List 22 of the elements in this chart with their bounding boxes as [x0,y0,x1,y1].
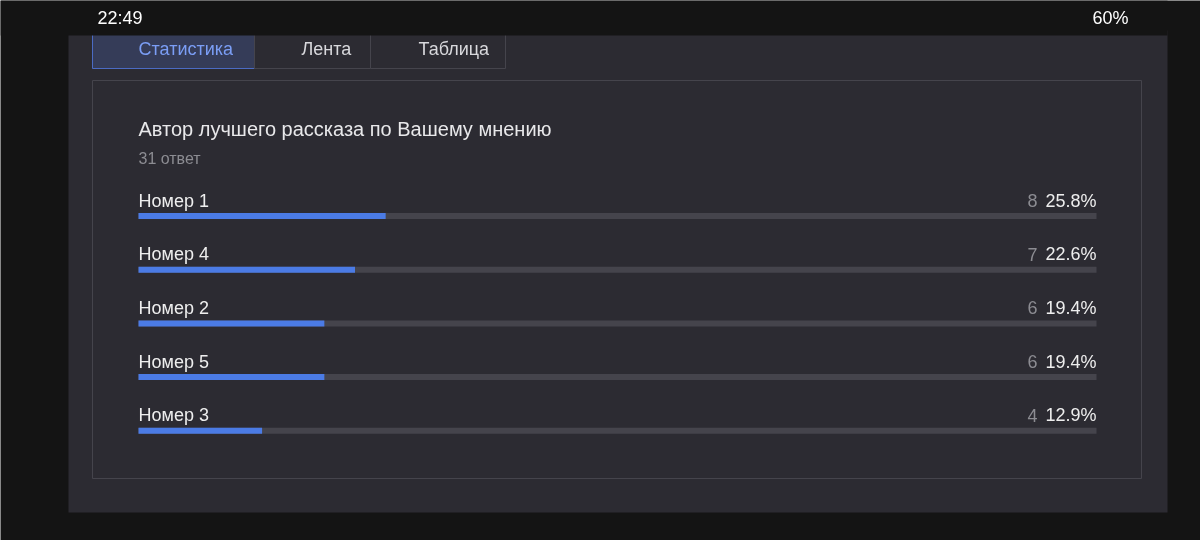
bar [138,213,386,219]
text: Таблица [418,38,491,59]
data-label: 8 25.8% [1027,190,1097,211]
bar [138,266,356,273]
data-label: 6 19.4% [1027,297,1097,319]
bar [138,374,325,381]
bar [138,320,325,327]
text: Лента [301,38,353,59]
y-tick-label: Номер 2 [138,297,209,318]
text: 60% [1092,7,1129,28]
chart-subtitle: 31 ответ [138,150,202,167]
data-label: 6 19.4% [1027,351,1097,373]
data-label: 4 12.9% [1027,405,1097,426]
y-tick-label: Номер 5 [138,351,209,372]
text: Статистика [138,38,235,59]
bar [138,427,263,434]
y-tick-label: Номер 3 [138,405,209,426]
y-tick-label: Номер 1 [138,190,209,211]
y-tick-label: Номер 4 [138,244,209,265]
data-label: 7 22.6% [1027,244,1097,265]
text: 22:49 [97,7,143,28]
chart-title: Автор лучшего рассказа по Вашему мнению [138,117,552,140]
